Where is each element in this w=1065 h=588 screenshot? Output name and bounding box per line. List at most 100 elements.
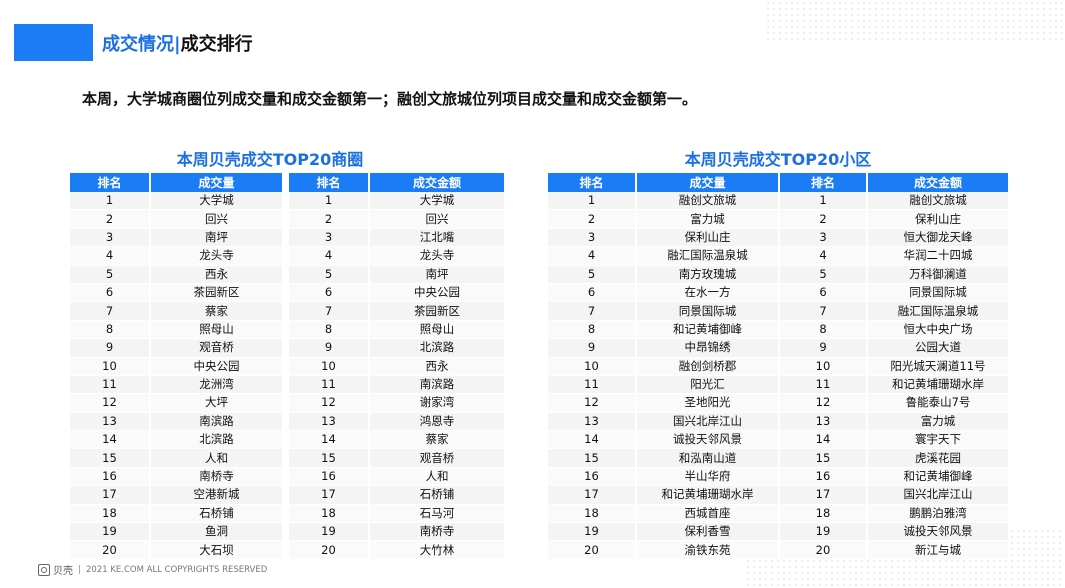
district-volume-row: 16 南桥寺: [70, 467, 282, 487]
rank-cell: 9: [70, 338, 150, 358]
name-cell: 同景国际城: [866, 283, 1008, 303]
page-title: 成交情况|成交排行: [102, 30, 253, 56]
decorative-dots-top: [765, 0, 1065, 40]
name-cell: 龙头寺: [368, 246, 504, 266]
name-cell: 阳光城天澜道11号: [866, 357, 1008, 376]
name-cell: 南方玫瑰城: [635, 265, 779, 284]
rank-cell: 15: [548, 448, 636, 468]
district-amount-row: 19 南桥寺: [289, 522, 504, 542]
rank-cell: 6: [70, 283, 150, 303]
name-cell: 和记黄埔御峰: [635, 320, 779, 340]
district-volume-row: 12 大坪: [70, 393, 282, 413]
district-volume-table: 排名 成交量 1 大学城 2 回兴 3 南坪 4 龙头寺 5 西永 6 茶园新区 7 蔡家 8 照母山 9 观音桥 10…: [70, 173, 282, 560]
rank-cell: 7: [548, 301, 636, 321]
name-cell: 西永: [368, 357, 504, 376]
rank-cell: 13: [778, 412, 867, 432]
rank-cell: 7: [289, 301, 369, 321]
page-title-main: 成交情况: [102, 34, 174, 55]
rank-cell: 16: [778, 467, 867, 487]
rank-cell: 8: [778, 320, 867, 340]
name-cell: 北滨路: [368, 338, 504, 358]
rank-cell: 6: [548, 283, 636, 303]
name-cell: 保利山庄: [635, 228, 779, 248]
district-amount-row: 8 照母山: [289, 320, 504, 340]
name-cell: 融创文旅城: [635, 192, 779, 211]
rank-cell: 17: [289, 485, 369, 505]
name-cell: 谢家湾: [368, 393, 504, 413]
rank-cell: 5: [289, 265, 369, 284]
rank-header: 排名: [778, 173, 867, 192]
rank-cell: 7: [778, 301, 867, 321]
community-row: 3 保利山庄 3 恒大御龙天峰: [548, 228, 1008, 248]
rank-cell: 20: [548, 540, 636, 560]
rank-cell: 13: [70, 412, 150, 432]
district-amount-row: 16 人和: [289, 467, 504, 487]
district-amount-row: 4 龙头寺: [289, 246, 504, 266]
name-cell: 石马河: [368, 504, 504, 524]
rank-cell: 7: [70, 301, 150, 321]
rank-cell: 17: [778, 485, 867, 505]
name-cell: 国兴北岸江山: [635, 412, 779, 432]
name-cell: 照母山: [368, 320, 504, 340]
name-cell: 观音桥: [368, 448, 504, 468]
name-cell: 石桥铺: [149, 504, 282, 524]
district-volume-row: 9 观音桥: [70, 338, 282, 358]
district-amount-row: 7 茶园新区: [289, 301, 504, 321]
name-cell: 和泓南山道: [635, 448, 779, 468]
district-amount-row: 11 南滨路: [289, 375, 504, 395]
rank-cell: 3: [289, 228, 369, 248]
name-cell: 人和: [368, 467, 504, 487]
name-cell: 空港新城: [149, 485, 282, 505]
name-cell: 中昂锦绣: [635, 338, 779, 358]
district-volume-row: 7 蔡家: [70, 301, 282, 321]
district-amount-row: 14 蔡家: [289, 430, 504, 450]
brand-logo-text: 贝壳: [53, 566, 73, 577]
name-cell: 富力城: [866, 412, 1008, 432]
community-row: 16 半山华府 16 和记黄埔御峰: [548, 467, 1008, 487]
rank-cell: 19: [778, 522, 867, 542]
community-row: 19 保利香雪 19 诚投天邻风景: [548, 522, 1008, 542]
rank-cell: 5: [548, 265, 636, 284]
rank-cell: 10: [778, 357, 867, 376]
rank-cell: 1: [548, 192, 636, 211]
volume-header: 成交量: [149, 173, 282, 192]
rank-cell: 8: [289, 320, 369, 340]
name-cell: 龙洲湾: [149, 375, 282, 395]
district-volume-row: 14 北滨路: [70, 430, 282, 450]
name-cell: 南桥寺: [368, 522, 504, 542]
district-amount-table: 排名 成交金额 1 大学城 2 回兴 3 江北嘴 4 龙头寺 5 南坪 6 中央公园 7 茶园新区 8 照母山 9 北…: [289, 173, 504, 560]
community-row: 18 西城首座 18 鹏鹏泊雅湾: [548, 504, 1008, 524]
name-cell: 南滨路: [368, 375, 504, 395]
district-amount-row: 17 石桥铺: [289, 485, 504, 505]
rank-cell: 20: [778, 540, 867, 560]
community-row: 11 阳光汇 11 和记黄埔珊瑚水岸: [548, 375, 1008, 395]
header-accent-bar: [14, 24, 93, 61]
name-cell: 融汇国际温泉城: [635, 246, 779, 266]
name-cell: 华润二十四城: [866, 246, 1008, 266]
rank-cell: 19: [289, 522, 369, 542]
footer: 贝壳 2021 KE.COM ALL COPYRIGHTS RESERVED: [38, 562, 267, 577]
community-ranking-table: 排名 成交量 排名 成交金额 1 融创文旅城 1 融创文旅城 2 富力城 2 保利山庄 3 保利山庄 3 恒大…: [548, 173, 1008, 560]
page-title-sub: 成交排行: [180, 34, 253, 55]
left-section-title: 本周贝壳成交TOP20商圈: [176, 150, 364, 169]
name-cell: 大石坝: [149, 540, 282, 560]
district-volume-row: 6 茶园新区: [70, 283, 282, 303]
name-cell: 观音桥: [149, 338, 282, 358]
district-volume-row: 17 空港新城: [70, 485, 282, 505]
district-amount-row: 5 南坪: [289, 265, 504, 284]
name-cell: 茶园新区: [368, 301, 504, 321]
rank-cell: 6: [778, 283, 867, 303]
district-amount-row: 3 江北嘴: [289, 228, 504, 248]
community-row: 5 南方玫瑰城 5 万科御澜道: [548, 265, 1008, 284]
community-row: 9 中昂锦绣 9 公园大道: [548, 338, 1008, 358]
name-cell: 照母山: [149, 320, 282, 340]
name-cell: 新江与城: [866, 540, 1008, 560]
name-cell: 阳光汇: [635, 375, 779, 395]
rank-cell: 14: [548, 430, 636, 450]
name-cell: 恒大御龙天峰: [866, 228, 1008, 248]
rank-header: 排名: [70, 173, 150, 192]
name-cell: 恒大中央广场: [866, 320, 1008, 340]
name-cell: 和记黄埔御峰: [866, 467, 1008, 487]
rank-cell: 3: [70, 228, 150, 248]
district-volume-row: 4 龙头寺: [70, 246, 282, 266]
